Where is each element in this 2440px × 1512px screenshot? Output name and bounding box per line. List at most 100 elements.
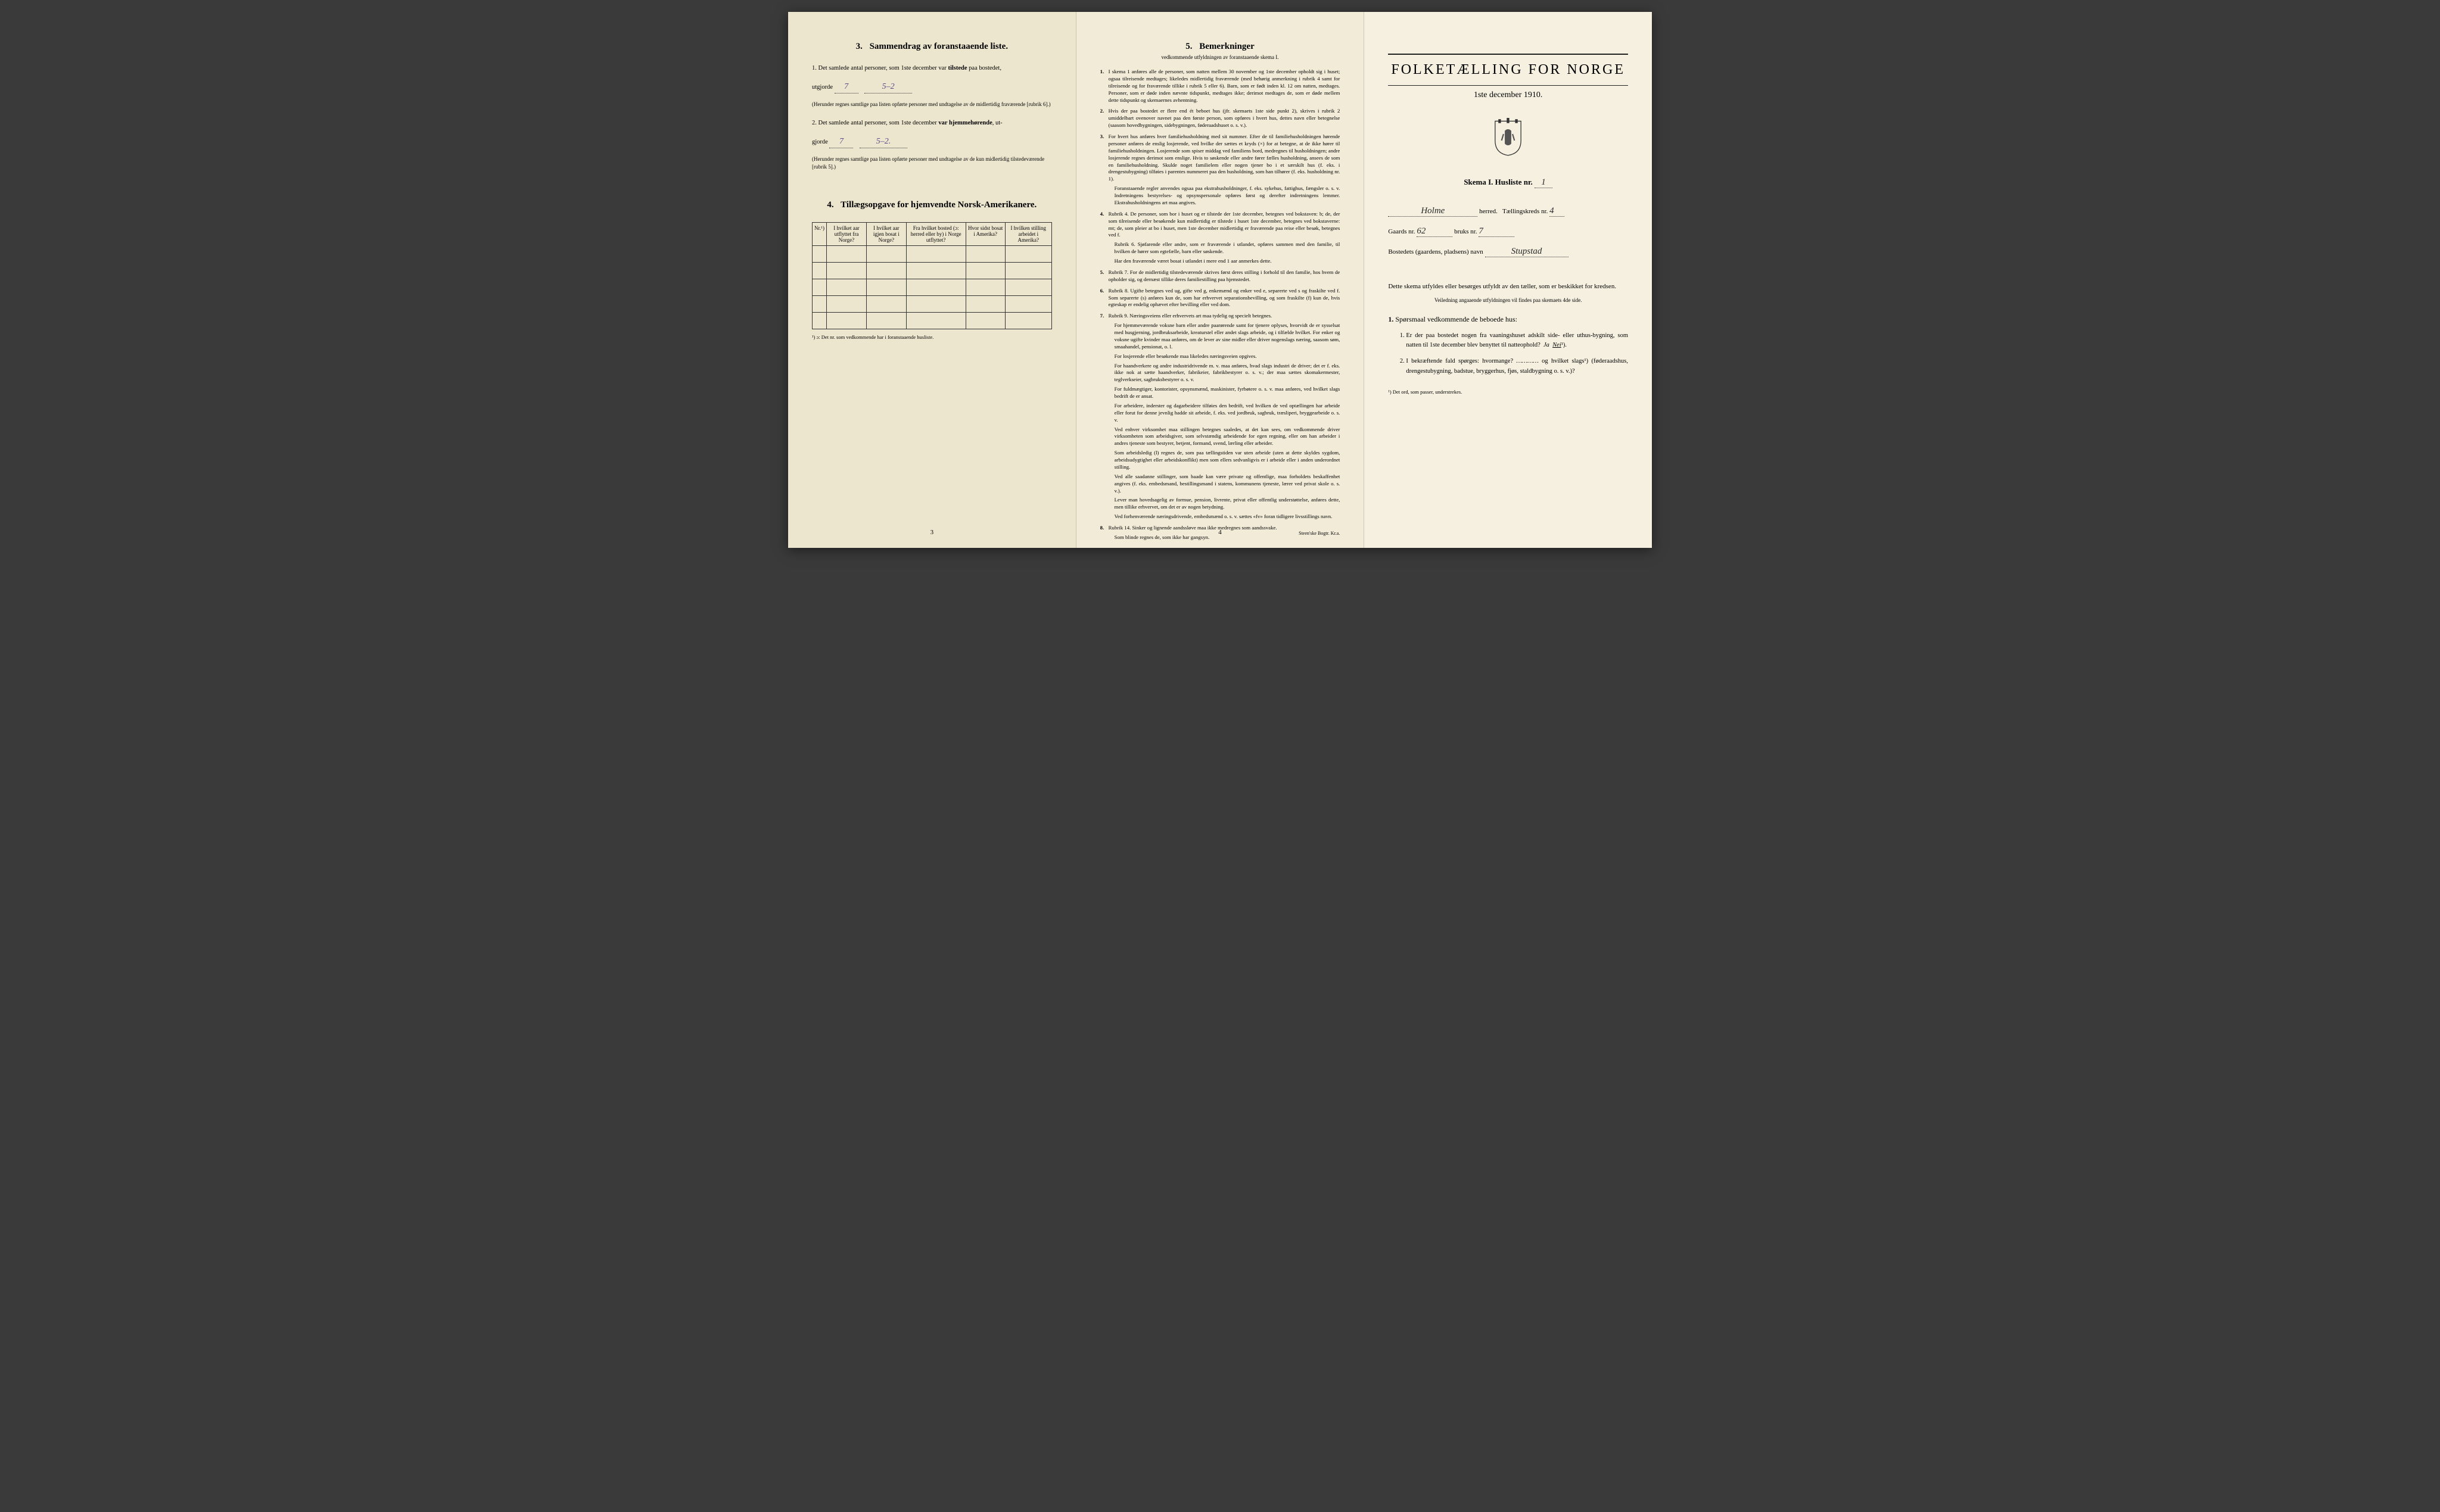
- remark-num: 4.: [1100, 211, 1104, 218]
- section-3-title: Sammendrag av foranstaaende liste.: [870, 42, 1009, 51]
- remark-item: 2. Hvis der paa bostedet er flere end ét …: [1100, 108, 1340, 129]
- remark-item: 6. Rubrik 8. Ugifte betegnes ved ug, gift…: [1100, 288, 1340, 309]
- remark-sub: Lever man hovedsagelig av formue, pensio…: [1109, 497, 1340, 511]
- remark-sub: Som arbeidsledig (l) regnes de, som paa …: [1109, 450, 1340, 471]
- remark-sub: For hjemmeværende voksne barn eller andr…: [1109, 322, 1340, 351]
- q1-ja: Ja: [1543, 342, 1549, 348]
- remark-text: Rubrik 4. De personer, som bor i huset o…: [1109, 211, 1340, 238]
- remark-sub: Ved forhenværende næringsdrivende, embed…: [1109, 513, 1340, 520]
- remark-sub: For arbeidere, inderster og dagarbeidere…: [1109, 403, 1340, 424]
- herred-label: herred.: [1479, 208, 1498, 215]
- remark-text: I skema 1 anføres alle de personer, som …: [1109, 68, 1340, 103]
- main-title: FOLKETÆLLING FOR NORGE: [1388, 54, 1628, 86]
- gaard-label2: bruks nr.: [1454, 228, 1477, 235]
- instruction-small: Veiledning angaaende utfyldningen vil fi…: [1388, 297, 1628, 303]
- item1-prefix: 1. Det samlede antal personer, som 1ste …: [812, 65, 947, 71]
- item-1: 1. Det samlede antal personer, som 1ste …: [812, 64, 1052, 73]
- q1-nei: Nei: [1552, 342, 1561, 348]
- remark-item: 3.For hvert hus anføres hver familiehush…: [1100, 133, 1340, 207]
- remark-sub: Ved alle saadanne stillinger, som baade …: [1109, 473, 1340, 495]
- note-2: (Herunder regnes samtlige paa listen opf…: [812, 155, 1052, 170]
- table-row: [813, 279, 1052, 296]
- remark-item: 4. Rubrik 4. De personer, som bor i huset…: [1100, 211, 1340, 265]
- col-0: Nr.¹): [813, 223, 827, 246]
- remark-num: 5.: [1100, 269, 1104, 276]
- herred-value: Holme: [1388, 206, 1477, 217]
- remark-num: 6.: [1100, 288, 1104, 295]
- gaard-label1: Gaards nr.: [1388, 228, 1415, 235]
- bosted-value: Stupstad: [1485, 247, 1568, 257]
- q-head-num: 1.: [1388, 315, 1393, 323]
- bosted-row: Bostedets (gaardens, pladsens) navn Stup…: [1388, 247, 1628, 257]
- item1-suffix: paa bostedet,: [969, 65, 1001, 71]
- col-4: Hvor sidst bosat i Amerika?: [966, 223, 1005, 246]
- item-2-values: gjorde 7 5–2.: [812, 135, 1052, 148]
- note-1: (Herunder regnes samtlige paa listen opf…: [812, 101, 1052, 108]
- gaard-row: Gaards nr. 62 bruks nr. 7: [1388, 226, 1628, 237]
- remark-sub: Rubrik 6. Sjøfarende eller andre, som er…: [1109, 241, 1340, 255]
- section-5-title: Bemerkninger: [1199, 42, 1254, 51]
- item1-bold: tilstede: [948, 65, 967, 71]
- item2-suffix: , ut-: [992, 120, 1003, 126]
- val-2b: 5–2.: [860, 135, 907, 148]
- item-1-values: utgjorde 7 5–2: [812, 80, 1052, 93]
- page-3-left: 3. Sammendrag av foranstaaende liste. 1.…: [788, 12, 1076, 548]
- questions-list: Er der paa bostedet nogen fra vaaningshu…: [1388, 331, 1628, 377]
- item2-bold: var hjemmehørende: [938, 120, 992, 126]
- table-row: [813, 263, 1052, 279]
- table-row: [813, 296, 1052, 313]
- kreds-value: 4: [1549, 206, 1564, 217]
- remark-text: Rubrik 7. For de midlertidig tilstedevær…: [1109, 269, 1340, 282]
- remark-text: Rubrik 14. Sinker og lignende aandssløve…: [1109, 525, 1277, 531]
- section-5-subtitle: vedkommende utfyldningen av foranstaaend…: [1100, 54, 1340, 60]
- section-4-heading: 4. Tillægsopgave for hjemvendte Norsk-Am…: [812, 200, 1052, 210]
- gjorde-2: gjorde: [812, 139, 828, 145]
- coat-of-arms-icon: [1388, 118, 1628, 160]
- item-2: 2. Det samlede antal personer, som 1ste …: [812, 119, 1052, 128]
- remark-text: Rubrik 9. Næringsveiens eller erhvervets…: [1109, 313, 1272, 319]
- val-2a: 7: [829, 135, 853, 148]
- page-number-4: 4: [1218, 529, 1222, 536]
- question-2: I bekræftende fald spørges: hvormange? ……: [1406, 357, 1628, 377]
- section-4-num: 4.: [827, 200, 833, 210]
- amerikaner-table: Nr.¹) I hvilket aar utflyttet fra Norge?…: [812, 222, 1052, 329]
- remark-item: 5. Rubrik 7. For de midlertidig tilstedev…: [1100, 269, 1340, 283]
- remark-item: 1. I skema 1 anføres alle de personer, so…: [1100, 68, 1340, 104]
- bosted-label: Bostedets (gaardens, pladsens) navn: [1388, 248, 1483, 255]
- remark-num: 3.: [1100, 133, 1104, 141]
- remark-sub: For losjerende eller besøkende maa likel…: [1109, 353, 1340, 360]
- kreds-label: Tællingskreds nr.: [1502, 208, 1548, 215]
- printer-credit: Steen'ske Bogtr. Kr.a.: [1299, 531, 1340, 536]
- skema-label: Skema I. Husliste nr.: [1464, 177, 1532, 186]
- herred-row: Holme herred. Tællingskreds nr. 4: [1388, 206, 1628, 217]
- skema-line: Skema I. Husliste nr. 1: [1388, 177, 1628, 188]
- remark-text: Rubrik 8. Ugifte betegnes ved ug, gifte …: [1109, 288, 1340, 308]
- remark-sub: For haandverkere og andre industridriven…: [1109, 363, 1340, 384]
- remarks-list: 1. I skema 1 anføres alle de personer, so…: [1100, 68, 1340, 541]
- col-5: I hvilken stilling arbeidet i Amerika?: [1005, 223, 1051, 246]
- col-2: I hvilket aar igjen bosat i Norge?: [866, 223, 906, 246]
- page-number-3: 3: [930, 529, 934, 536]
- remark-num: 1.: [1100, 68, 1104, 76]
- page-1-right: FOLKETÆLLING FOR NORGE 1ste december 191…: [1364, 12, 1652, 548]
- gaard-val2: 7: [1479, 226, 1514, 237]
- remark-sub: Foranstaaende regler anvendes ogsaa paa …: [1109, 185, 1340, 207]
- table-body: [813, 246, 1052, 329]
- remark-text: Hvis der paa bostedet er flere end ét be…: [1109, 108, 1340, 128]
- item2-prefix: 2. Det samlede antal personer, som 1ste …: [812, 120, 937, 126]
- remark-num: 2.: [1100, 108, 1104, 115]
- section-4-title: Tillægsopgave for hjemvendte Norsk-Ameri…: [841, 200, 1037, 210]
- skema-value: 1: [1535, 177, 1552, 188]
- remark-sub: Ved enhver virksomhet maa stillingen bet…: [1109, 426, 1340, 448]
- table-row: [813, 313, 1052, 329]
- instruction-main: Dette skema utfyldes eller besørges utfy…: [1388, 281, 1628, 292]
- document-spread: 3. Sammendrag av foranstaaende liste. 1.…: [788, 12, 1652, 548]
- remark-item: 7. Rubrik 9. Næringsveiens eller erhverve…: [1100, 313, 1340, 520]
- subtitle: 1ste december 1910.: [1388, 91, 1628, 100]
- val-1a: 7: [835, 80, 858, 93]
- table-footnote: ¹) ɔ: Det nr. som vedkommende har i fora…: [812, 334, 1052, 340]
- q-head-text: Spørsmaal vedkommende de beboede hus:: [1395, 315, 1517, 323]
- section-5-num: 5.: [1185, 42, 1192, 51]
- page-4-middle: 5. Bemerkninger vedkommende utfyldningen…: [1076, 12, 1365, 548]
- remark-num: 7.: [1100, 313, 1104, 320]
